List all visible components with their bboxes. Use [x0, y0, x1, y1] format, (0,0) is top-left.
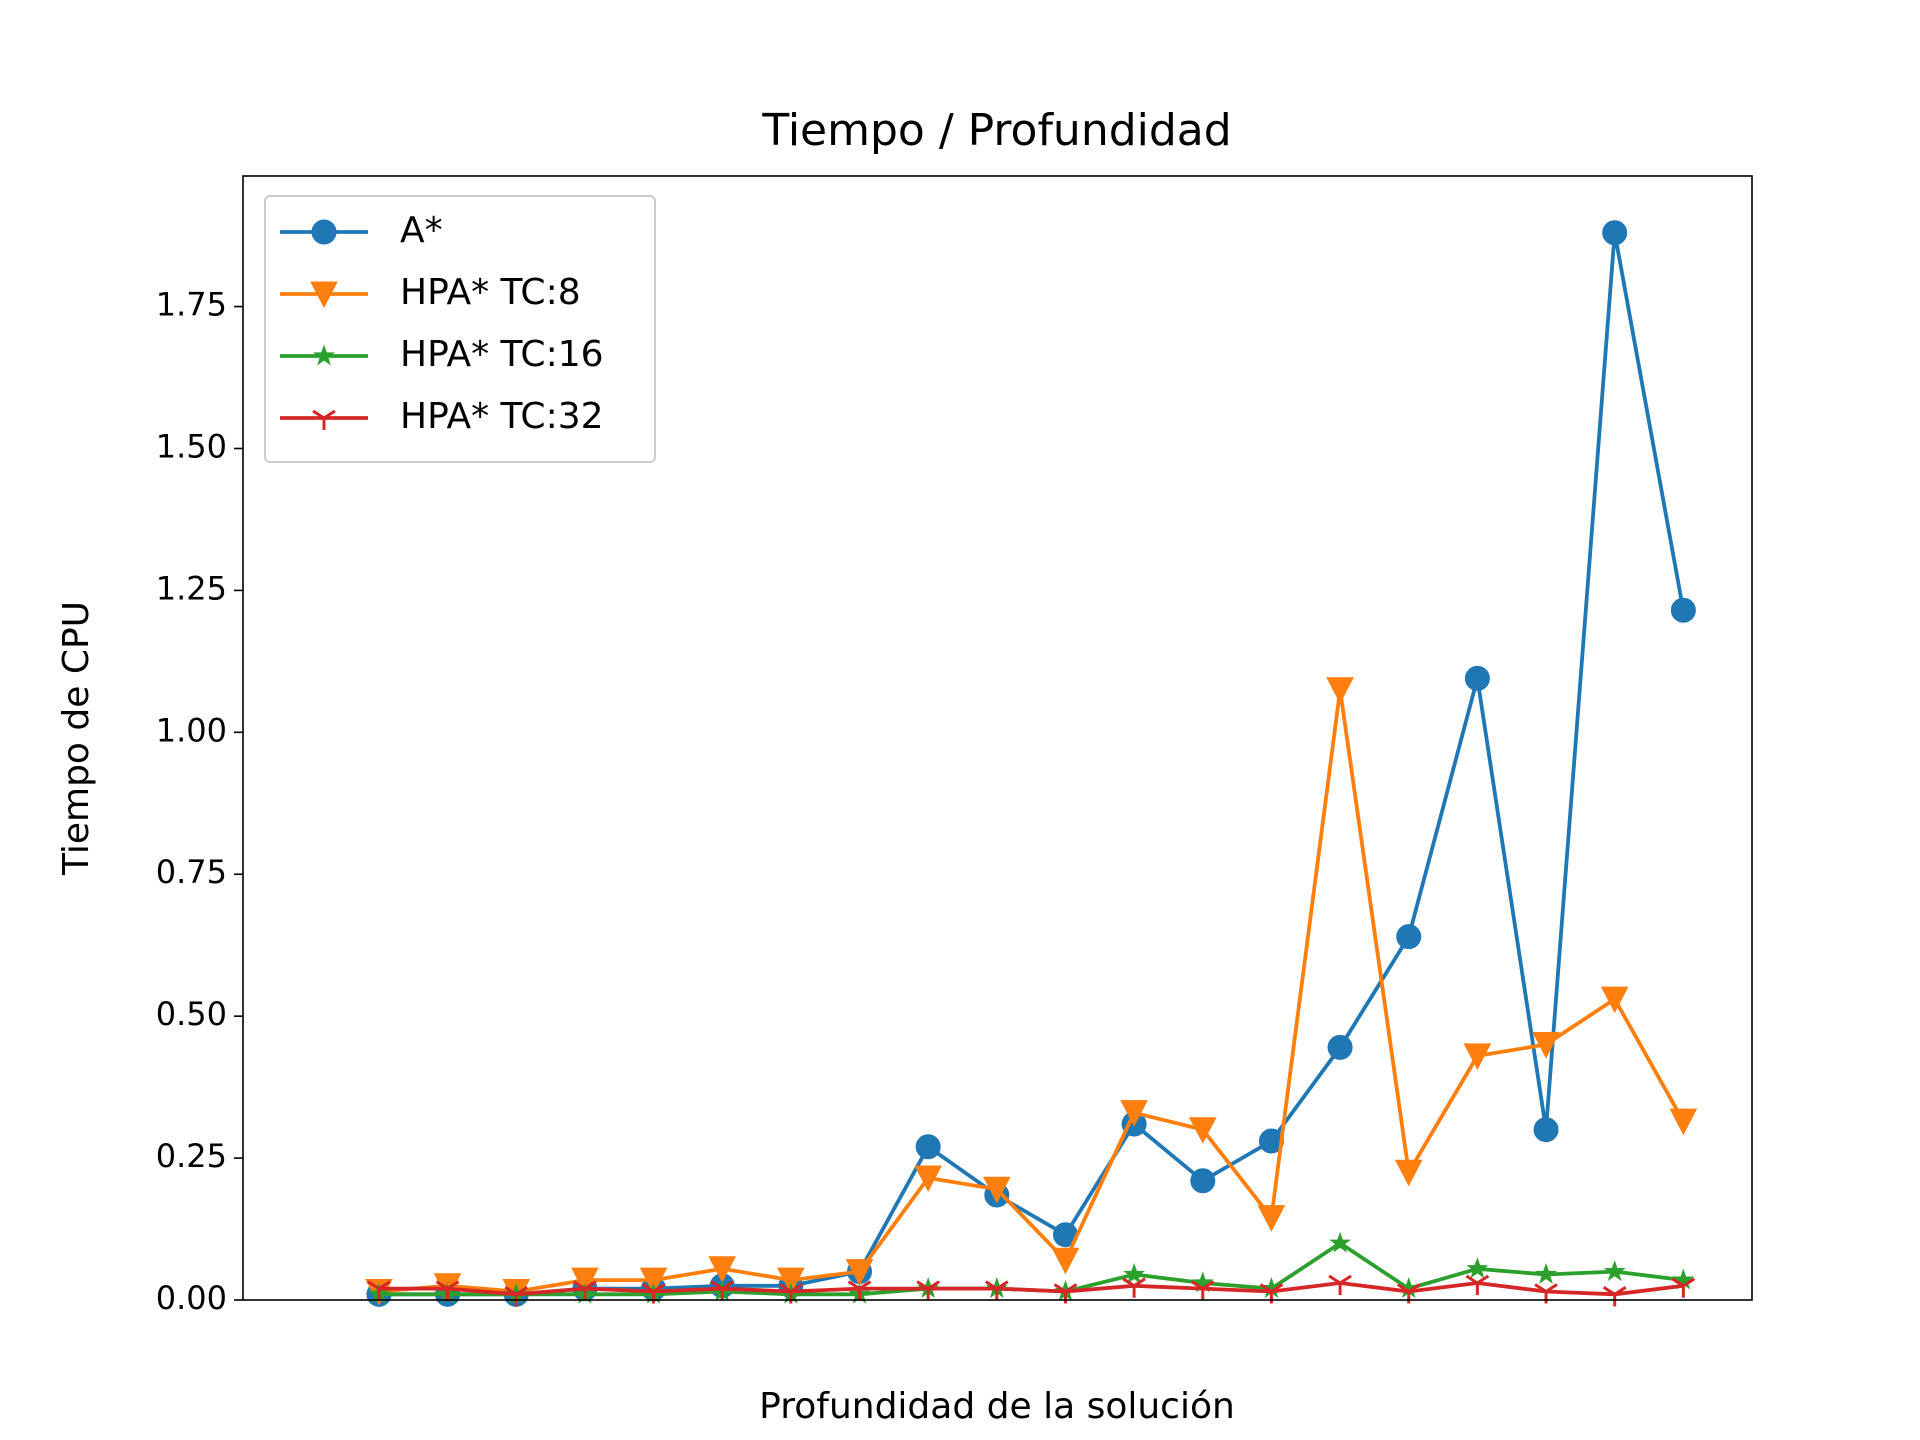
marker: [571, 1267, 599, 1295]
chart-title: Tiempo / Profundidad: [761, 105, 1231, 156]
marker: [1257, 1205, 1286, 1232]
series-line: [378, 1281, 1684, 1297]
marker: [914, 1165, 942, 1193]
marker: [1602, 220, 1628, 246]
legend-marker: [312, 409, 336, 430]
marker: [1328, 1274, 1352, 1295]
marker: [1053, 1283, 1078, 1304]
marker: [1123, 1262, 1146, 1284]
marker: [1120, 1100, 1148, 1127]
marker: [1394, 1159, 1423, 1187]
marker: [639, 1267, 668, 1295]
marker: [1327, 1034, 1353, 1060]
y-tick-label: 1.25: [156, 569, 227, 607]
marker: [985, 1280, 1009, 1301]
marker: [916, 1280, 940, 1301]
series-line: [378, 689, 1685, 1294]
legend-label: HPA* TC:16: [400, 334, 604, 375]
marker: [777, 1267, 805, 1295]
marker: [573, 1280, 597, 1301]
marker: [641, 1283, 666, 1304]
marker: [1396, 924, 1422, 950]
y-tick-label: 1.75: [156, 286, 227, 324]
marker: [1533, 1117, 1559, 1143]
plot-frame: [242, 175, 1753, 1301]
marker: [1259, 1283, 1284, 1304]
marker: [1051, 1247, 1080, 1275]
marker: [1329, 1231, 1352, 1253]
marker: [1188, 1117, 1217, 1144]
marker: [779, 1283, 803, 1304]
x-axis-label: Profundidad de la solución: [759, 1386, 1235, 1427]
marker: [1465, 1274, 1490, 1295]
marker: [915, 1134, 941, 1160]
marker: [367, 1280, 391, 1301]
marker: [1466, 1257, 1489, 1279]
marker: [1190, 1280, 1215, 1301]
marker: [1326, 677, 1354, 704]
marker: [1670, 597, 1696, 623]
marker: [845, 1259, 874, 1286]
legend-box: [264, 195, 656, 463]
y-tick-label: 0.50: [156, 995, 227, 1033]
marker: [435, 1280, 460, 1301]
legend-marker: [310, 281, 338, 309]
marker: [1534, 1283, 1558, 1304]
legend-marker: [311, 219, 337, 245]
marker: [1671, 1277, 1696, 1298]
marker: [1535, 1262, 1558, 1284]
y-axis-label: Tiempo de CPU: [56, 601, 97, 876]
legend-label: A*: [400, 210, 443, 251]
y-tick-label: 1.00: [156, 711, 227, 749]
marker: [1396, 1283, 1421, 1304]
legend-marker: [313, 344, 335, 366]
marker: [1603, 1260, 1626, 1281]
y-tick-label: 0.00: [156, 1279, 227, 1317]
marker: [1464, 665, 1490, 691]
y-tick-label: 1.50: [156, 427, 227, 465]
marker: [1258, 1128, 1284, 1154]
marker: [1532, 1032, 1560, 1059]
y-tick-label: 0.25: [156, 1137, 227, 1175]
marker: [1122, 1277, 1146, 1298]
marker: [847, 1280, 872, 1301]
marker: [1463, 1043, 1492, 1070]
marker: [982, 1176, 1011, 1204]
marker: [708, 1256, 737, 1283]
marker: [1669, 1108, 1698, 1136]
legend-label: HPA* TC:8: [400, 272, 581, 313]
marker: [1600, 986, 1629, 1014]
marker: [710, 1280, 735, 1301]
legend-label: HPA* TC:32: [400, 396, 604, 437]
y-tick-label: 0.75: [156, 853, 227, 891]
marker: [1190, 1168, 1216, 1194]
